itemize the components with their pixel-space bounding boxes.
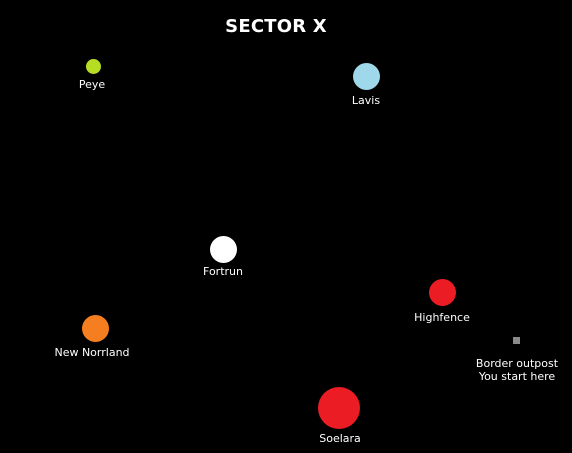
border-outpost-name: Border outpost: [475, 357, 559, 370]
planet-label-lavis[interactable]: Lavis: [351, 94, 381, 107]
planet-fortrun[interactable]: [210, 236, 237, 263]
border-outpost-label: Border outpost You start here: [476, 357, 558, 383]
planet-label-soelara[interactable]: Soelara: [319, 432, 361, 445]
planet-peye[interactable]: [86, 59, 101, 74]
border-outpost-marker[interactable]: [513, 337, 520, 344]
planet-highfence[interactable]: [429, 279, 456, 306]
planet-label-fortrun[interactable]: Fortrun: [203, 265, 243, 278]
planet-label-highfence[interactable]: Highfence: [414, 311, 470, 324]
planet-soelara[interactable]: [318, 387, 360, 429]
planet-lavis[interactable]: [353, 63, 380, 90]
map-title: SECTOR X: [225, 16, 327, 37]
planet-label-new-norrland[interactable]: New Norrland: [54, 346, 130, 359]
planet-label-peye[interactable]: Peye: [78, 78, 106, 91]
planet-new-norrland[interactable]: [82, 315, 109, 342]
border-outpost-note: You start here: [478, 370, 556, 383]
